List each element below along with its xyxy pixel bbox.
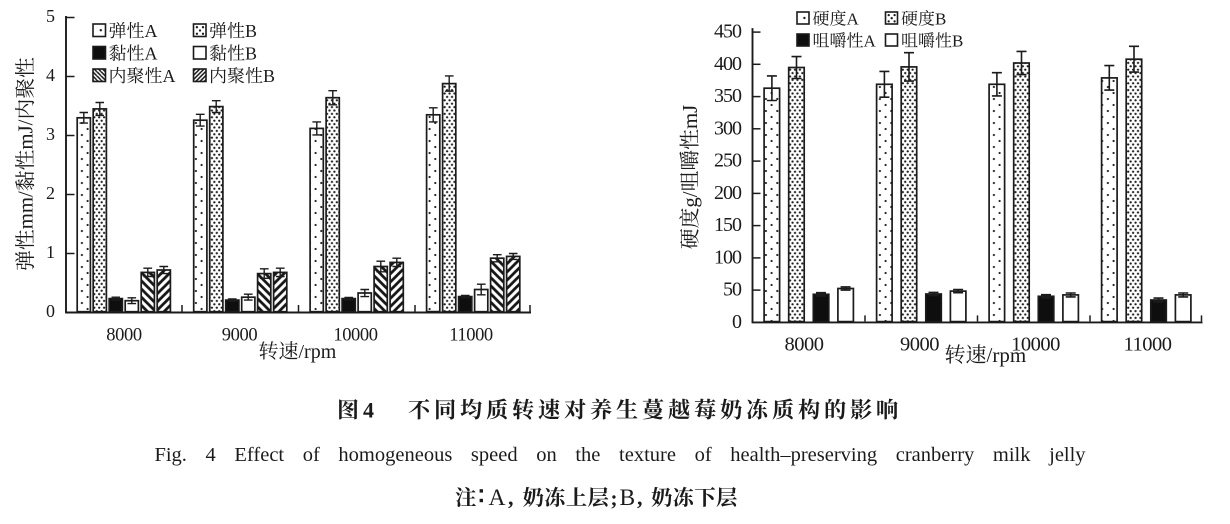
- svg-text:11000: 11000: [449, 326, 493, 346]
- svg-text:9000: 9000: [900, 334, 939, 356]
- svg-text:50: 50: [723, 279, 742, 301]
- svg-text:g/: g/: [679, 191, 702, 207]
- svg-text:B: B: [935, 10, 946, 29]
- svg-text:300: 300: [714, 117, 742, 139]
- svg-text:350: 350: [714, 85, 742, 107]
- svg-text:10000: 10000: [333, 326, 377, 346]
- svg-text:200: 200: [714, 182, 742, 204]
- svg-text:A: A: [145, 21, 158, 41]
- svg-text:B: B: [245, 21, 257, 41]
- svg-text:/rpm: /rpm: [299, 341, 337, 363]
- svg-text:450: 450: [714, 21, 742, 43]
- svg-text:2: 2: [46, 183, 55, 203]
- svg-text:A: A: [145, 44, 158, 64]
- svg-text:250: 250: [714, 150, 742, 172]
- svg-text:A: A: [847, 10, 860, 29]
- svg-text:5: 5: [46, 6, 55, 26]
- svg-text:B: B: [952, 32, 963, 51]
- svg-text:B: B: [245, 44, 257, 64]
- svg-text:3: 3: [46, 124, 55, 144]
- svg-text:8000: 8000: [106, 326, 142, 346]
- svg-text:11000: 11000: [1124, 334, 1172, 356]
- svg-text:9000: 9000: [222, 326, 258, 346]
- svg-text:8000: 8000: [785, 334, 824, 356]
- svg-text:A: A: [489, 485, 506, 511]
- svg-text:4: 4: [46, 65, 55, 85]
- svg-text:mJ: mJ: [679, 105, 702, 129]
- svg-text:0: 0: [732, 311, 742, 333]
- svg-text:A: A: [163, 66, 176, 86]
- svg-text:0: 0: [46, 301, 55, 321]
- svg-text:mJ/: mJ/: [15, 119, 38, 149]
- svg-text:Fig. 4 Effect of homogeneous s: Fig. 4 Effect of homogeneous speed on th…: [154, 444, 1086, 466]
- svg-text:/rpm: /rpm: [987, 343, 1027, 367]
- svg-text:10000: 10000: [1011, 334, 1060, 356]
- svg-text:,: ,: [508, 485, 514, 510]
- svg-text:1: 1: [46, 242, 55, 262]
- svg-text:,: ,: [637, 485, 643, 510]
- svg-text:B: B: [263, 66, 275, 86]
- svg-text:A: A: [864, 32, 877, 51]
- svg-text:100: 100: [714, 246, 742, 268]
- svg-text:400: 400: [714, 53, 742, 75]
- svg-text:150: 150: [714, 214, 742, 236]
- svg-text:mm/: mm/: [15, 191, 38, 229]
- svg-text:B: B: [620, 485, 636, 511]
- svg-text:;: ;: [611, 486, 618, 510]
- svg-text:4: 4: [363, 398, 374, 423]
